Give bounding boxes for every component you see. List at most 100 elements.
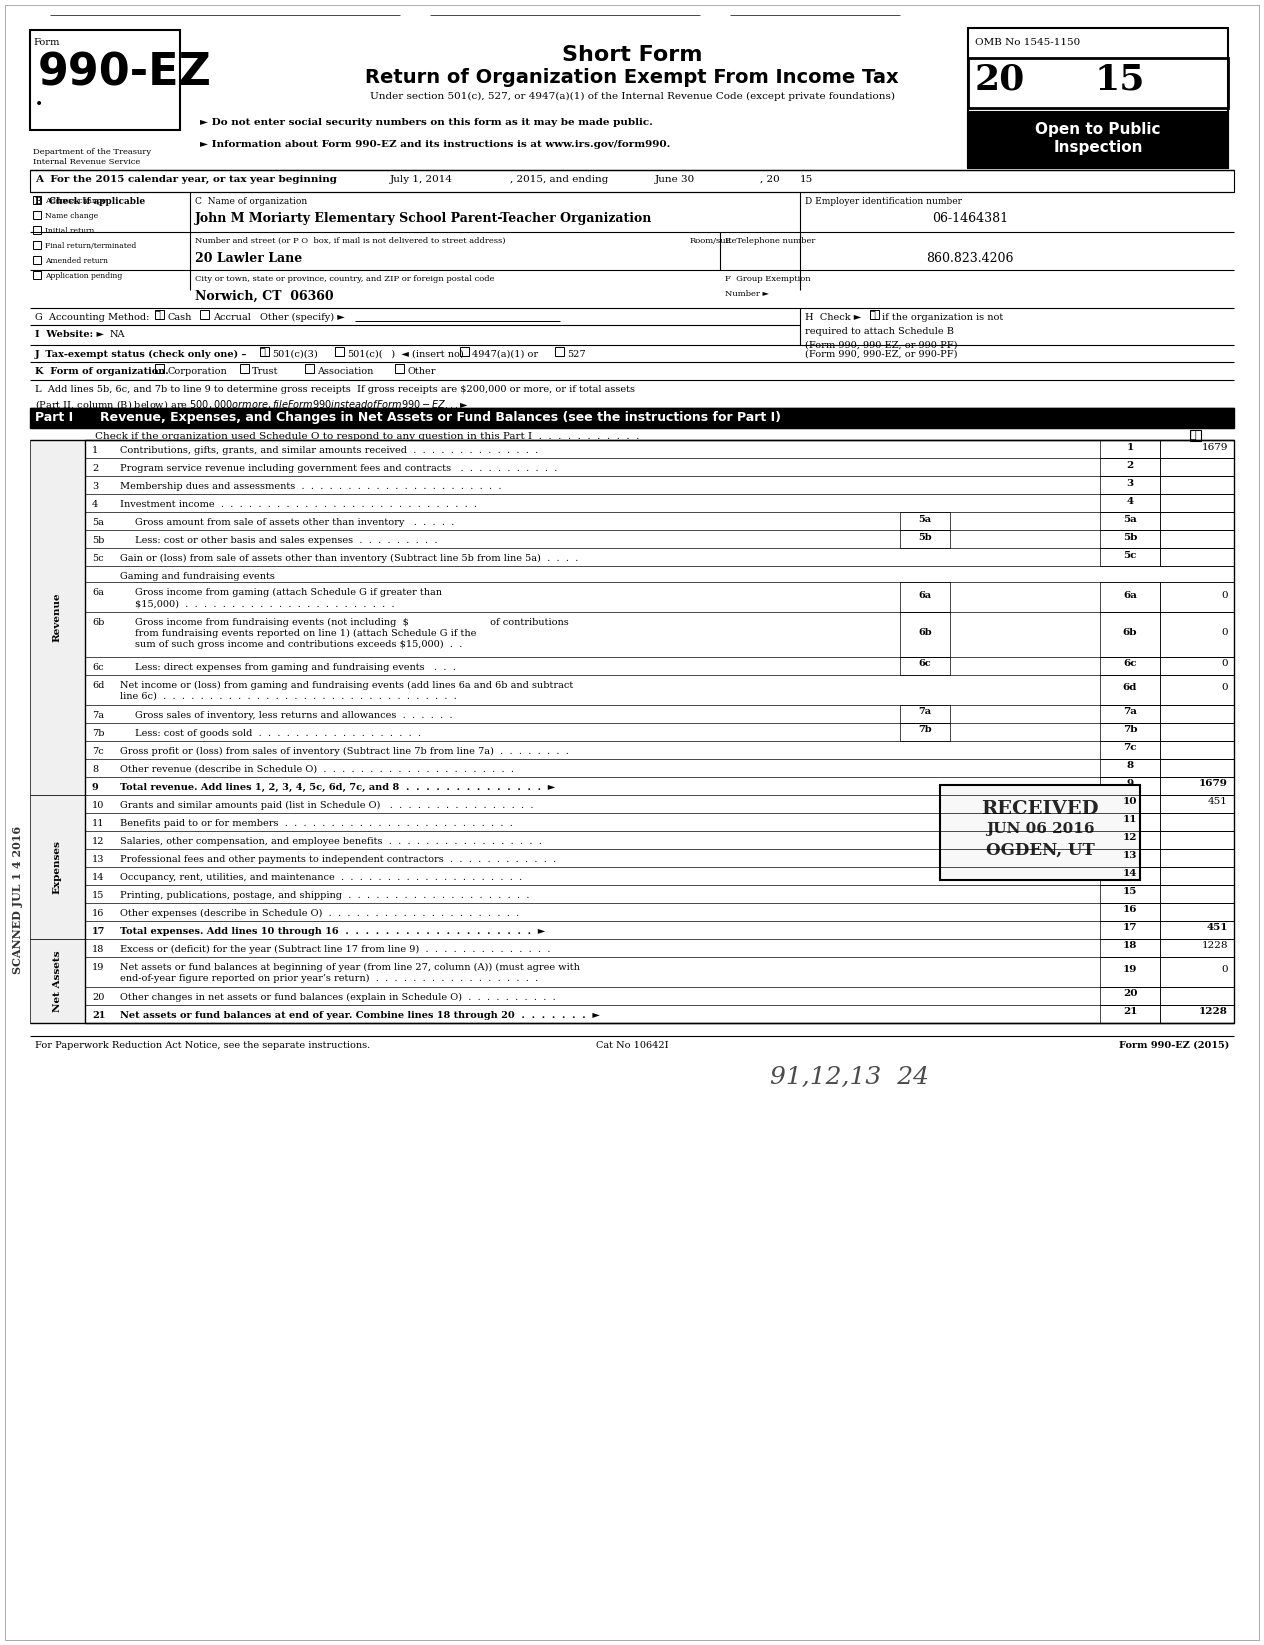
Bar: [1100, 530, 1160, 548]
Text: 6b: 6b: [918, 628, 932, 637]
Text: 20: 20: [975, 63, 1025, 95]
Bar: [1100, 674, 1160, 706]
Bar: [1100, 867, 1160, 885]
Text: ✓: ✓: [1189, 429, 1197, 439]
Text: Address change: Address change: [46, 197, 106, 206]
Text: 0: 0: [1221, 628, 1229, 637]
Text: 9: 9: [1126, 780, 1134, 788]
Text: ✓: ✓: [155, 309, 161, 319]
Bar: [30, 939, 85, 1023]
Text: 7b: 7b: [92, 729, 105, 739]
Text: , 2015, and ending: , 2015, and ending: [509, 174, 608, 184]
Bar: [900, 656, 951, 674]
Text: ✓: ✓: [260, 347, 265, 355]
Bar: [30, 169, 1234, 192]
Text: Corporation: Corporation: [167, 367, 226, 377]
Bar: [1160, 548, 1234, 566]
Bar: [85, 439, 1234, 1023]
Text: L  Add lines 5b, 6c, and 7b to line 9 to determine gross receipts  If gross rece: L Add lines 5b, 6c, and 7b to line 9 to …: [35, 385, 635, 395]
Text: (Form 990, 990-EZ, or 990-PF): (Form 990, 990-EZ, or 990-PF): [805, 341, 958, 350]
Text: 1679: 1679: [1202, 443, 1229, 451]
Text: 4: 4: [1126, 497, 1134, 505]
Text: Open to Public: Open to Public: [1035, 122, 1160, 137]
Bar: [555, 347, 564, 355]
Bar: [1100, 457, 1160, 475]
Bar: [33, 225, 40, 234]
Bar: [1100, 475, 1160, 494]
Text: 15: 15: [1095, 63, 1145, 95]
Text: Investment income  .  .  .  .  .  .  .  .  .  .  .  .  .  .  .  .  .  .  .  .  .: Investment income . . . . . . . . . . . …: [120, 500, 477, 508]
Text: 0: 0: [1221, 684, 1229, 693]
Text: Gross profit or (loss) from sales of inventory (Subtract line 7b from line 7a)  : Gross profit or (loss) from sales of inv…: [120, 747, 569, 757]
Text: Association: Association: [317, 367, 373, 377]
Text: 6d: 6d: [1122, 684, 1138, 693]
Bar: [1100, 724, 1160, 740]
Text: Cat No 10642I: Cat No 10642I: [595, 1041, 669, 1050]
Text: C  Name of organization: C Name of organization: [195, 197, 307, 206]
Text: 14: 14: [92, 873, 105, 882]
Text: Expenses: Expenses: [53, 841, 62, 893]
Bar: [1160, 475, 1234, 494]
Text: Excess or (deficit) for the year (Subtract line 17 from line 9)  .  .  .  .  .  : Excess or (deficit) for the year (Subtra…: [120, 944, 551, 954]
Bar: [1160, 776, 1234, 795]
Text: 19: 19: [92, 962, 105, 972]
Text: 501(c)(3): 501(c)(3): [272, 350, 317, 359]
Text: 13: 13: [92, 855, 105, 864]
Text: 20 Lawler Lane: 20 Lawler Lane: [195, 252, 302, 265]
Text: Grants and similar amounts paid (list in Schedule O)   .  .  .  .  .  .  .  .  .: Grants and similar amounts paid (list in…: [120, 801, 533, 809]
Text: A  For the 2015 calendar year, or tax year beginning: A For the 2015 calendar year, or tax yea…: [35, 174, 337, 184]
Text: Membership dues and assessments  .  .  .  .  .  .  .  .  .  .  .  .  .  .  .  . : Membership dues and assessments . . . . …: [120, 482, 502, 490]
Text: Internal Revenue Service: Internal Revenue Service: [33, 158, 140, 166]
Text: )  ◄ (insert no): ) ◄ (insert no): [386, 350, 464, 359]
Text: Accrual: Accrual: [214, 313, 250, 322]
Text: John M Moriarty Elementary School Parent-Teacher Organization: John M Moriarty Elementary School Parent…: [195, 212, 652, 225]
Text: H  Check ►: H Check ►: [805, 313, 861, 322]
Text: 6a: 6a: [92, 587, 104, 597]
Bar: [1160, 512, 1234, 530]
Bar: [155, 364, 164, 373]
Bar: [900, 582, 951, 612]
Text: 451: 451: [1207, 923, 1229, 933]
Text: For Paperwork Reduction Act Notice, see the separate instructions.: For Paperwork Reduction Act Notice, see …: [35, 1041, 370, 1050]
Text: Printing, publications, postage, and shipping  .  .  .  .  .  .  .  .  .  .  .  : Printing, publications, postage, and shi…: [120, 892, 530, 900]
Text: sum of such gross income and contributions exceeds $15,000)  .  .: sum of such gross income and contributio…: [135, 640, 463, 650]
Text: 990-EZ: 990-EZ: [38, 53, 212, 95]
Text: Under section 501(c), 527, or 4947(a)(1) of the Internal Revenue Code (except pr: Under section 501(c), 527, or 4947(a)(1)…: [369, 92, 895, 100]
Text: Other: Other: [407, 367, 436, 377]
Bar: [1100, 1005, 1160, 1023]
Bar: [30, 439, 85, 929]
Text: Benefits paid to or for members  .  .  .  .  .  .  .  .  .  .  .  .  .  .  .  . : Benefits paid to or for members . . . . …: [120, 819, 513, 827]
Text: 15: 15: [92, 892, 105, 900]
Text: 3: 3: [1126, 479, 1134, 487]
Text: Total revenue. Add lines 1, 2, 3, 4, 5c, 6d, 7c, and 8  .  .  .  .  .  .  .  .  : Total revenue. Add lines 1, 2, 3, 4, 5c,…: [120, 783, 555, 791]
Text: line 6c)  .  .  .  .  .  .  .  .  .  .  .  .  .  .  .  .  .  .  .  .  .  .  .  .: line 6c) . . . . . . . . . . . . . . . .…: [120, 693, 456, 701]
Text: 4947(a)(1) or: 4947(a)(1) or: [471, 350, 538, 359]
Text: 860.823.4206: 860.823.4206: [927, 252, 1014, 265]
Text: 6d: 6d: [92, 681, 105, 689]
Text: , 20: , 20: [760, 174, 780, 184]
Text: 1228: 1228: [1200, 1007, 1229, 1017]
Bar: [1160, 530, 1234, 548]
Text: ✓: ✓: [870, 309, 876, 319]
Bar: [1100, 582, 1160, 612]
Text: 11: 11: [1122, 816, 1138, 824]
Text: 18: 18: [1122, 941, 1138, 951]
Bar: [1100, 740, 1160, 758]
Bar: [1100, 439, 1160, 457]
Text: Professional fees and other payments to independent contractors  .  .  .  .  .  : Professional fees and other payments to …: [120, 855, 556, 864]
Text: OGDEN, UT: OGDEN, UT: [986, 842, 1095, 859]
Text: Occupancy, rent, utilities, and maintenance  .  .  .  .  .  .  .  .  .  .  .  . : Occupancy, rent, utilities, and maintena…: [120, 873, 522, 882]
Bar: [1160, 758, 1234, 776]
Text: 6c: 6c: [1124, 660, 1136, 668]
Text: Cash: Cash: [167, 313, 191, 322]
Text: 14: 14: [1122, 870, 1138, 878]
Text: Number and street (or P O  box, if mail is not delivered to street address): Number and street (or P O box, if mail i…: [195, 237, 506, 245]
Text: 5b: 5b: [92, 536, 105, 544]
Text: Net income or (loss) from gaming and fundraising events (add lines 6a and 6b and: Net income or (loss) from gaming and fun…: [120, 681, 574, 691]
Bar: [394, 364, 404, 373]
Bar: [1189, 429, 1201, 441]
Bar: [1160, 674, 1234, 706]
Bar: [1160, 849, 1234, 867]
Text: Inspection: Inspection: [1053, 140, 1143, 155]
Bar: [968, 58, 1229, 109]
